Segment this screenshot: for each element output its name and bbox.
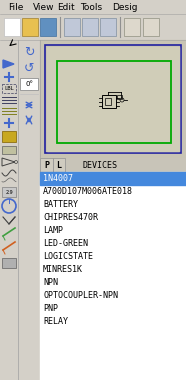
Text: Edit: Edit bbox=[57, 3, 75, 11]
Bar bbox=[53, 158, 65, 172]
Polygon shape bbox=[3, 60, 14, 68]
Bar bbox=[47, 47, 179, 151]
Bar bbox=[40, 18, 56, 36]
Text: BATTERY: BATTERY bbox=[43, 200, 78, 209]
Text: ↺: ↺ bbox=[24, 62, 34, 74]
Text: A700D107M006ATE018: A700D107M006ATE018 bbox=[43, 187, 133, 196]
Text: DEVICES: DEVICES bbox=[83, 160, 118, 169]
Bar bbox=[2, 131, 16, 142]
Bar bbox=[0, 40, 18, 380]
Bar bbox=[102, 95, 116, 108]
Bar bbox=[45, 45, 181, 153]
Text: ↻: ↻ bbox=[24, 46, 34, 59]
Bar bbox=[40, 172, 186, 380]
Bar bbox=[22, 18, 38, 36]
Text: LOGICSTATE: LOGICSTATE bbox=[43, 252, 93, 261]
Bar bbox=[40, 172, 186, 185]
Text: NPN: NPN bbox=[43, 278, 58, 287]
Bar bbox=[0, 0, 186, 14]
Text: LBL: LBL bbox=[4, 86, 14, 91]
Text: PNP: PNP bbox=[43, 304, 58, 313]
Bar bbox=[2, 187, 16, 197]
Bar bbox=[2, 258, 16, 268]
Bar bbox=[82, 18, 98, 36]
Text: P: P bbox=[44, 160, 49, 169]
Text: LAMP: LAMP bbox=[43, 226, 63, 235]
Bar bbox=[100, 18, 116, 36]
Bar bbox=[0, 14, 186, 40]
Bar bbox=[40, 158, 53, 172]
Text: CHIPRES470R: CHIPRES470R bbox=[43, 213, 98, 222]
Text: OPTOCOUPLER-NPN: OPTOCOUPLER-NPN bbox=[43, 291, 118, 300]
Text: 0°: 0° bbox=[25, 81, 33, 87]
Bar bbox=[57, 61, 171, 143]
Bar bbox=[0, 40, 186, 380]
Bar bbox=[124, 18, 140, 36]
Text: 2.9: 2.9 bbox=[5, 190, 13, 195]
Text: L: L bbox=[57, 160, 62, 169]
Bar bbox=[2, 84, 16, 93]
Text: Tools: Tools bbox=[80, 3, 102, 11]
Bar bbox=[105, 98, 111, 105]
Text: Desig: Desig bbox=[112, 3, 137, 11]
Text: RELAY: RELAY bbox=[43, 317, 68, 326]
Bar bbox=[40, 40, 186, 158]
Bar bbox=[40, 158, 186, 172]
Text: MINRES1K: MINRES1K bbox=[43, 265, 83, 274]
Text: LED-GREEN: LED-GREEN bbox=[43, 239, 88, 248]
Text: File: File bbox=[8, 3, 23, 11]
Bar bbox=[18, 40, 40, 200]
Bar bbox=[4, 18, 20, 36]
Bar bbox=[117, 95, 122, 99]
Bar bbox=[2, 146, 16, 154]
Bar bbox=[143, 18, 159, 36]
Text: View: View bbox=[33, 3, 54, 11]
Text: 1N4007: 1N4007 bbox=[43, 174, 73, 183]
Bar bbox=[20, 78, 38, 90]
Bar bbox=[64, 18, 80, 36]
